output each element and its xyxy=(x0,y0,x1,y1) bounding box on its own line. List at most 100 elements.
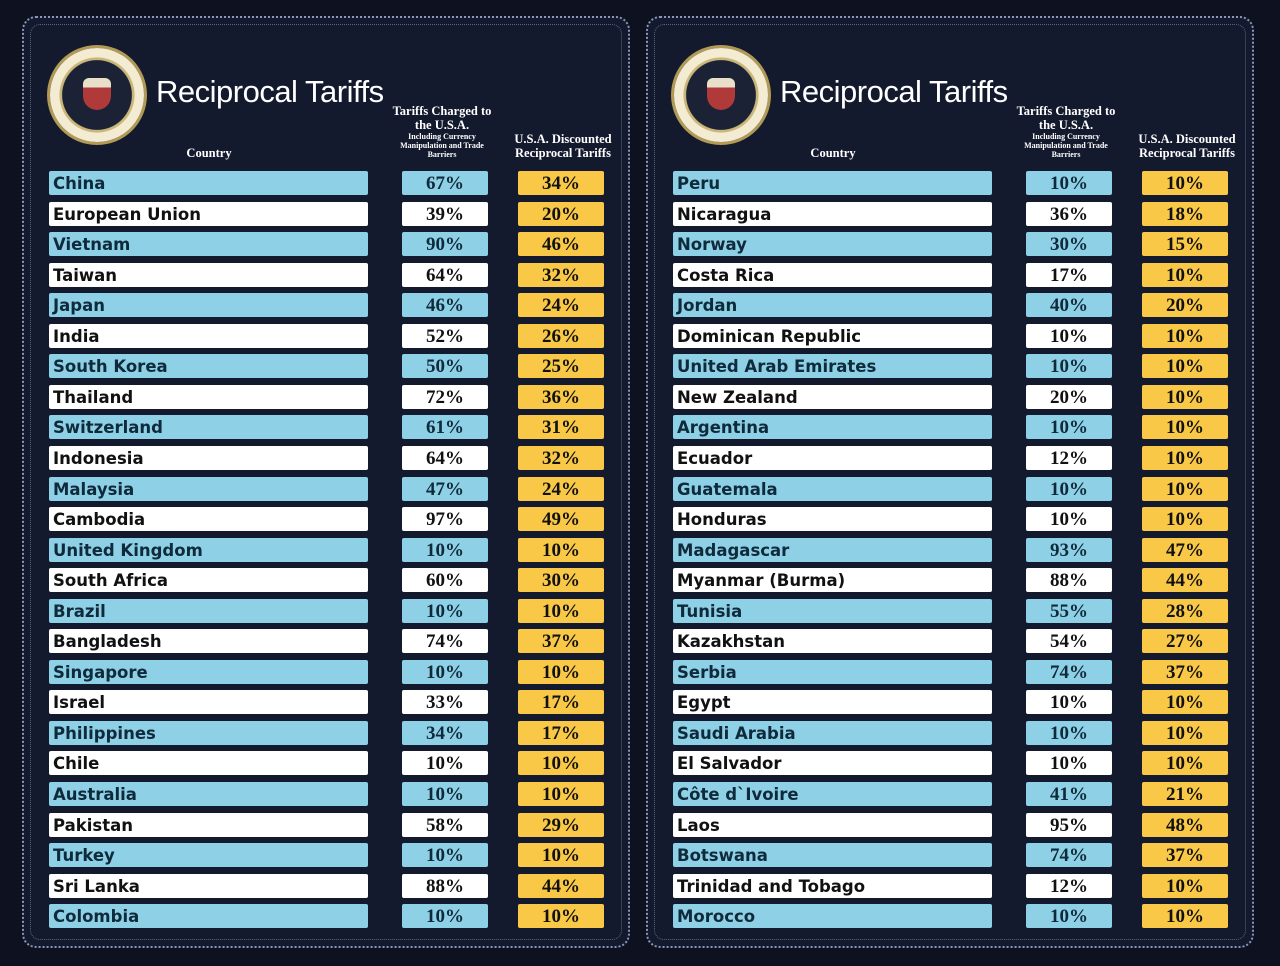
country-cell: El Salvador xyxy=(673,751,992,776)
discounted-tariff-cell: 10% xyxy=(1142,904,1228,929)
discounted-tariff-cell: 17% xyxy=(518,690,604,715)
tariff-charged-cell: 12% xyxy=(1026,445,1112,470)
discounted-tariff-cell: 10% xyxy=(1142,873,1228,898)
country-cell: Philippines xyxy=(49,720,368,745)
discounted-tariff-cell: 18% xyxy=(1142,201,1228,226)
table-row: Myanmar (Burma) 88% 44% xyxy=(648,568,1252,593)
country-cell: Egypt xyxy=(673,690,992,715)
tariff-charged-cell: 72% xyxy=(402,384,488,409)
panel-border xyxy=(30,24,622,940)
tariff-charged-cell: 88% xyxy=(402,873,488,898)
country-cell: India xyxy=(49,323,368,348)
discounted-tariff-cell: 24% xyxy=(518,476,604,501)
table-row: Costa Rica 17% 10% xyxy=(648,262,1252,287)
tariff-charged-cell: 58% xyxy=(402,812,488,837)
country-cell: Japan xyxy=(49,293,368,318)
tariff-charged-cell: 10% xyxy=(1026,354,1112,379)
tariff-charged-cell: 61% xyxy=(402,415,488,440)
tariff-charged-cell: 10% xyxy=(1026,476,1112,501)
page-title: Reciprocal Tariffs xyxy=(780,74,1008,109)
country-cell: Switzerland xyxy=(49,415,368,440)
discounted-tariff-cell: 10% xyxy=(1142,507,1228,532)
country-cell: Singapore xyxy=(49,659,368,684)
discounted-tariff-cell: 32% xyxy=(518,445,604,470)
table-row: Côte d`Ivoire 41% 21% xyxy=(648,782,1252,806)
tariff-panel: Reciprocal Tariffs Country Tariffs Charg… xyxy=(646,16,1254,948)
panel-border xyxy=(654,24,1246,940)
tariff-charged-cell: 47% xyxy=(402,476,488,501)
table-row: Cambodia 97% 49% xyxy=(24,507,628,532)
discounted-tariff-cell: 10% xyxy=(1142,171,1228,195)
table-row: Guatemala 10% 10% xyxy=(648,476,1252,501)
table-row: China 67% 34% xyxy=(24,171,628,195)
discounted-tariff-cell: 10% xyxy=(518,751,604,776)
tariff-charged-cell: 46% xyxy=(402,293,488,318)
table-row: El Salvador 10% 10% xyxy=(648,751,1252,776)
country-cell: Chile xyxy=(49,751,368,776)
country-cell: Norway xyxy=(673,232,992,257)
discounted-tariff-cell: 36% xyxy=(518,384,604,409)
discounted-tariff-cell: 10% xyxy=(1142,445,1228,470)
tariff-charged-cell: 95% xyxy=(1026,812,1112,837)
table-row: Laos 95% 48% xyxy=(648,812,1252,837)
tariff-charged-cell: 10% xyxy=(402,904,488,929)
charged-note: Including Currency Manipulation and Trad… xyxy=(1024,132,1108,159)
discounted-tariff-cell: 10% xyxy=(1142,476,1228,501)
eagle-shield-icon xyxy=(83,78,111,110)
table-row: Malaysia 47% 24% xyxy=(24,476,628,501)
table-row: Madagascar 93% 47% xyxy=(648,537,1252,562)
tariff-charged-cell: 10% xyxy=(1026,751,1112,776)
discounted-tariff-cell: 37% xyxy=(518,629,604,654)
discounted-tariff-cell: 25% xyxy=(518,354,604,379)
charged-title: Tariffs Charged to the U.S.A. xyxy=(1016,104,1116,132)
tariff-charged-cell: 10% xyxy=(1026,690,1112,715)
tariff-charged-cell: 20% xyxy=(1026,384,1112,409)
tariff-charged-cell: 40% xyxy=(1026,293,1112,318)
country-cell: Guatemala xyxy=(673,476,992,501)
tariff-panel: Reciprocal Tariffs Country Tariffs Charg… xyxy=(22,16,630,948)
country-cell: Morocco xyxy=(673,904,992,929)
table-row: Vietnam 90% 46% xyxy=(24,232,628,257)
table-row: Philippines 34% 17% xyxy=(24,720,628,745)
tariff-charged-cell: 52% xyxy=(402,323,488,348)
country-cell: Peru xyxy=(673,171,992,195)
table-row: European Union 39% 20% xyxy=(24,201,628,226)
country-cell: Honduras xyxy=(673,507,992,532)
tariff-charged-cell: 30% xyxy=(1026,232,1112,257)
country-cell: Sri Lanka xyxy=(49,873,368,898)
column-header-discounted: U.S.A. Discounted Reciprocal Tariffs xyxy=(1138,132,1236,160)
table-row: India 52% 26% xyxy=(24,323,628,348)
table-row: Saudi Arabia 10% 10% xyxy=(648,720,1252,745)
country-cell: Costa Rica xyxy=(673,262,992,287)
presidential-seal-icon xyxy=(674,48,768,142)
country-cell: Kazakhstan xyxy=(673,629,992,654)
country-cell: Madagascar xyxy=(673,537,992,562)
table-row: Singapore 10% 10% xyxy=(24,659,628,684)
table-row: Indonesia 64% 32% xyxy=(24,445,628,470)
presidential-seal-icon xyxy=(50,48,144,142)
discounted-tariff-cell: 10% xyxy=(1142,384,1228,409)
country-cell: United Arab Emirates xyxy=(673,354,992,379)
country-cell: China xyxy=(49,171,368,195)
tariff-charged-cell: 74% xyxy=(402,629,488,654)
page-title: Reciprocal Tariffs xyxy=(156,74,384,109)
country-cell: Botswana xyxy=(673,843,992,868)
table-row: Norway 30% 15% xyxy=(648,232,1252,257)
country-cell: Israel xyxy=(49,690,368,715)
table-row: Dominican Republic 10% 10% xyxy=(648,323,1252,348)
table-row: Jordan 40% 20% xyxy=(648,293,1252,318)
country-cell: New Zealand xyxy=(673,384,992,409)
table-row: Pakistan 58% 29% xyxy=(24,812,628,837)
discounted-tariff-cell: 31% xyxy=(518,415,604,440)
tariff-charged-cell: 54% xyxy=(1026,629,1112,654)
table-row: Thailand 72% 36% xyxy=(24,384,628,409)
discounted-tariff-cell: 20% xyxy=(1142,293,1228,318)
column-header-country: Country xyxy=(810,146,856,160)
discounted-tariff-cell: 10% xyxy=(518,843,604,868)
table-row: Morocco 10% 10% xyxy=(648,904,1252,929)
table-row: Switzerland 61% 31% xyxy=(24,415,628,440)
discounted-tariff-cell: 46% xyxy=(518,232,604,257)
tariff-charged-cell: 10% xyxy=(1026,507,1112,532)
discounted-tariff-cell: 10% xyxy=(518,782,604,806)
tariff-charged-cell: 97% xyxy=(402,507,488,532)
